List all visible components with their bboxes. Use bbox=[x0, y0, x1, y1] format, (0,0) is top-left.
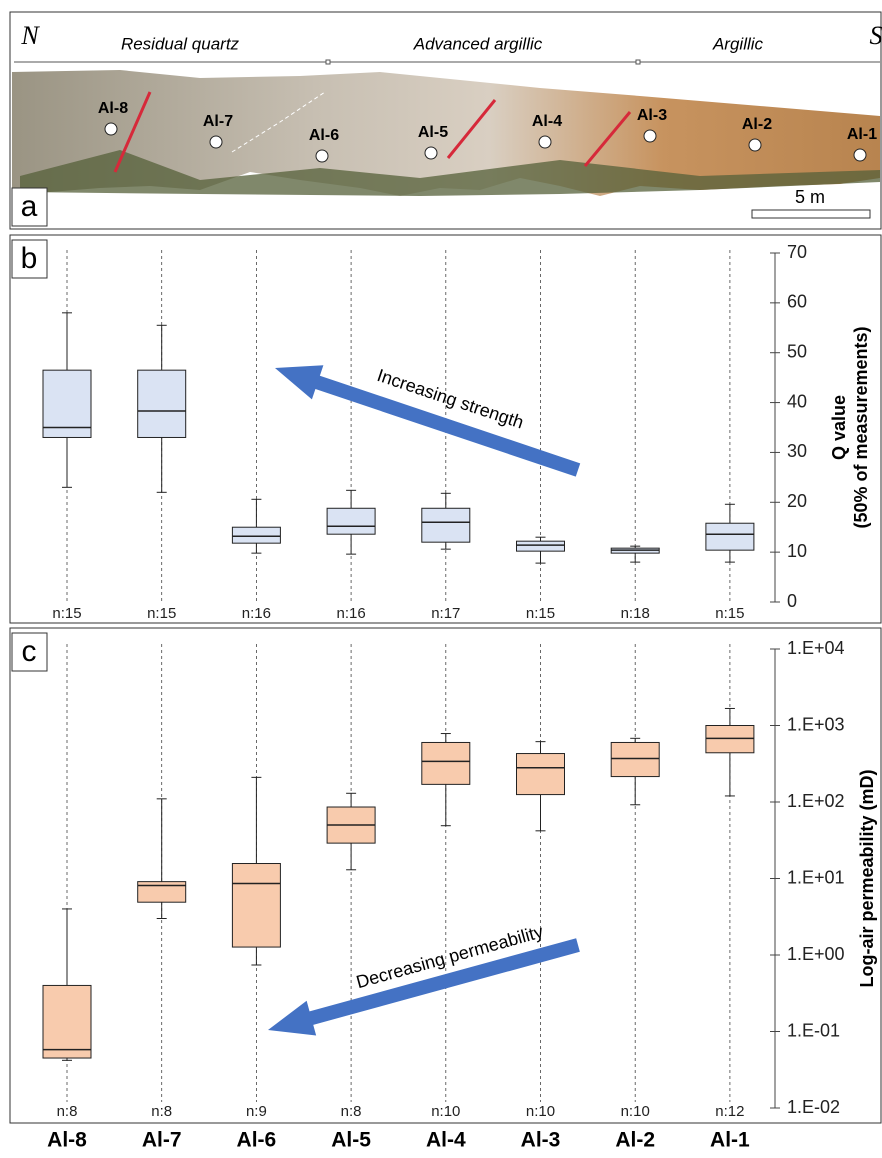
n-label: n:18 bbox=[621, 605, 650, 622]
box bbox=[43, 985, 91, 1058]
x-tick-label: Al-8 bbox=[47, 1129, 87, 1152]
y-tick-label: 10 bbox=[787, 541, 807, 561]
x-tick-label: Al-1 bbox=[710, 1129, 750, 1152]
sample-label: Al-2 bbox=[742, 116, 772, 133]
y-tick-label: 1.E+03 bbox=[787, 714, 845, 734]
scale-label: 5 m bbox=[795, 187, 825, 207]
n-label: n:15 bbox=[52, 605, 81, 622]
sample-marker bbox=[105, 123, 117, 135]
sample-label: Al-7 bbox=[203, 113, 233, 130]
box bbox=[422, 742, 470, 784]
n-label: n:15 bbox=[715, 605, 744, 622]
n-label: n:8 bbox=[151, 1103, 172, 1120]
north-label: N bbox=[20, 21, 40, 50]
y-tick-label: 1.E+00 bbox=[787, 944, 845, 964]
n-label: n:8 bbox=[57, 1103, 78, 1120]
n-label: n:9 bbox=[246, 1103, 267, 1120]
panel-label: b bbox=[21, 242, 38, 275]
y-tick-label: 0 bbox=[787, 591, 797, 611]
sample-marker bbox=[425, 147, 437, 159]
box bbox=[517, 541, 565, 551]
box bbox=[422, 508, 470, 542]
x-tick-label: Al-6 bbox=[237, 1129, 277, 1152]
y-tick-label: 50 bbox=[787, 341, 807, 361]
zone-divider bbox=[326, 60, 330, 64]
y-axis-label: Q value bbox=[829, 395, 849, 460]
y-tick-label: 60 bbox=[787, 292, 807, 312]
box bbox=[517, 754, 565, 795]
sample-label: Al-1 bbox=[847, 126, 877, 143]
x-tick-label: Al-4 bbox=[426, 1129, 466, 1152]
y-tick-label: 1.E+04 bbox=[787, 638, 845, 658]
n-label: n:17 bbox=[431, 605, 460, 622]
sample-marker bbox=[854, 149, 866, 161]
zone-label: Argillic bbox=[712, 34, 764, 53]
y-tick-label: 1.E+01 bbox=[787, 867, 845, 887]
n-label: n:16 bbox=[336, 605, 365, 622]
panel-label: a bbox=[21, 190, 38, 223]
y-tick-label: 70 bbox=[787, 242, 807, 262]
y-tick-label: 1.E-02 bbox=[787, 1097, 840, 1117]
y-tick-label: 30 bbox=[787, 441, 807, 461]
sample-label: Al-6 bbox=[309, 127, 339, 144]
zone-divider bbox=[636, 60, 640, 64]
y-tick-label: 20 bbox=[787, 491, 807, 511]
box bbox=[138, 370, 186, 437]
box bbox=[138, 882, 186, 903]
sample-marker bbox=[539, 136, 551, 148]
zone-label: Residual quartz bbox=[121, 34, 240, 53]
box bbox=[327, 508, 375, 534]
y-tick-label: 1.E+02 bbox=[787, 791, 845, 811]
sample-marker bbox=[210, 136, 222, 148]
sample-label: Al-3 bbox=[637, 107, 667, 124]
n-label: n:12 bbox=[715, 1103, 744, 1120]
n-label: n:15 bbox=[147, 605, 176, 622]
n-label: n:10 bbox=[621, 1103, 650, 1120]
sample-label: Al-4 bbox=[532, 113, 562, 130]
panel-label: c bbox=[22, 635, 37, 668]
box bbox=[611, 742, 659, 776]
box bbox=[706, 726, 754, 753]
y-axis-label: Log-air permeability (mD) bbox=[857, 769, 877, 987]
y-tick-label: 1.E-01 bbox=[787, 1020, 840, 1040]
n-label: n:10 bbox=[431, 1103, 460, 1120]
south-label: S bbox=[870, 21, 882, 50]
sample-marker bbox=[749, 139, 761, 151]
n-label: n:8 bbox=[341, 1103, 362, 1120]
box bbox=[232, 864, 280, 948]
scale-bar bbox=[752, 210, 870, 218]
sample-label: Al-8 bbox=[98, 100, 128, 117]
x-tick-label: Al-5 bbox=[331, 1129, 371, 1152]
x-tick-label: Al-2 bbox=[615, 1129, 655, 1152]
n-label: n:16 bbox=[242, 605, 271, 622]
sample-marker bbox=[644, 130, 656, 142]
x-tick-label: Al-3 bbox=[521, 1129, 561, 1152]
box bbox=[232, 527, 280, 543]
sample-label: Al-5 bbox=[418, 124, 448, 141]
y-axis-label: (50% of measurements) bbox=[851, 326, 871, 528]
n-label: n:15 bbox=[526, 605, 555, 622]
zone-label: Advanced argillic bbox=[413, 34, 543, 53]
y-tick-label: 40 bbox=[787, 391, 807, 411]
x-tick-label: Al-7 bbox=[142, 1129, 182, 1152]
n-label: n:10 bbox=[526, 1103, 555, 1120]
box bbox=[706, 523, 754, 550]
sample-marker bbox=[316, 150, 328, 162]
